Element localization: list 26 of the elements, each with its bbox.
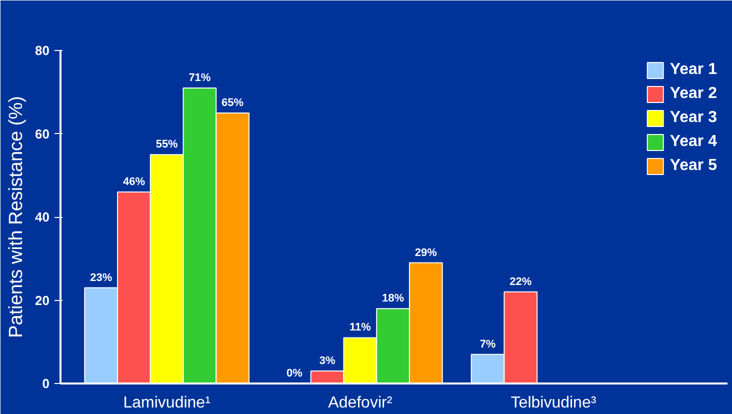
- y-tick-label: 80: [35, 43, 50, 58]
- y-tick-label: 20: [35, 292, 50, 308]
- y-tick-label: 60: [35, 126, 50, 142]
- data-label: 0%: [286, 368, 303, 380]
- y-tick-label: 0: [42, 376, 50, 391]
- data-label: 46%: [122, 176, 146, 188]
- x-tick-label: Adefovir²: [328, 394, 393, 412]
- data-label: 29%: [414, 246, 438, 259]
- y-axis-title: Patients with Resistance (%): [6, 96, 28, 338]
- legend-label: Year 5: [670, 157, 717, 175]
- data-label: 55%: [156, 138, 178, 151]
- data-label: 18%: [382, 292, 404, 305]
- data-label: 65%: [222, 96, 244, 109]
- legend-label: Year 4: [670, 133, 717, 151]
- legend-label: Year 3: [670, 109, 717, 127]
- data-label: 71%: [188, 72, 211, 84]
- data-label: 11%: [349, 322, 372, 334]
- y-tick-label: 40: [35, 210, 50, 224]
- data-label: 7%: [480, 338, 496, 350]
- legend-label: Year 2: [670, 85, 717, 103]
- x-tick-label: Telbivudine³: [510, 394, 597, 412]
- data-label: 23%: [90, 272, 112, 284]
- data-label: 3%: [319, 355, 336, 368]
- x-tick-label: Lamivudine¹: [123, 394, 210, 412]
- data-label: 22%: [510, 276, 532, 288]
- legend-label: Year 1: [670, 61, 717, 79]
